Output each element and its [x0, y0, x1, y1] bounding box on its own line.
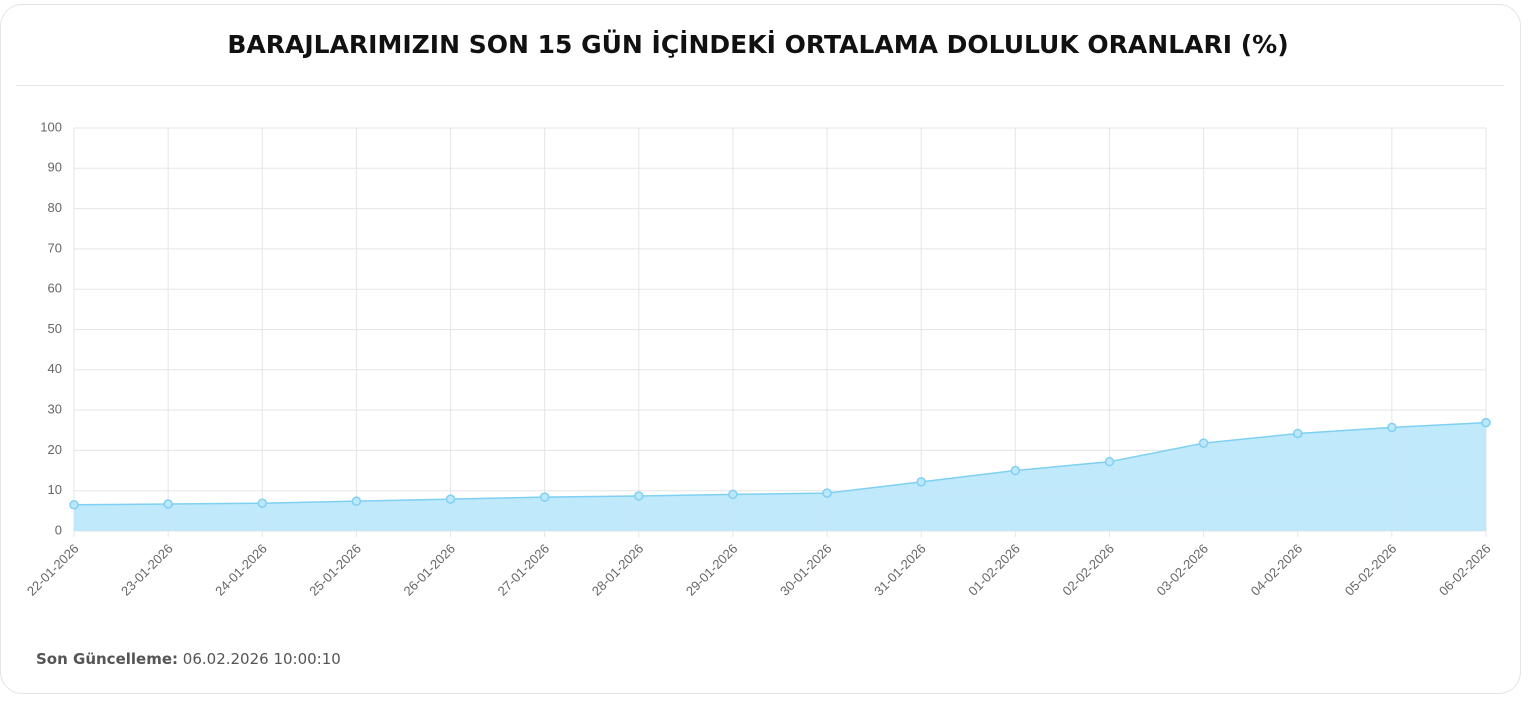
footer-value: 06.02.2026 10:00:10 [182, 650, 341, 668]
x-tick-label: 06-02-2026 [1436, 541, 1494, 599]
chart-title: BARAJLARIMIZIN SON 15 GÜN İÇİNDEKİ ORTAL… [227, 29, 1288, 59]
y-tick-label: 70 [48, 240, 62, 255]
x-tick-label: 29-01-2026 [683, 541, 741, 599]
point [634, 491, 644, 501]
x-tick-label: 24-01-2026 [212, 541, 270, 599]
point [351, 496, 362, 506]
card [0, 4, 1521, 694]
x-tick-label: 30-01-2026 [777, 541, 835, 599]
footer: Son Güncelleme: 06.02.2026 10:00:10 [36, 650, 341, 668]
x-tick-label: 03-02-2026 [1154, 541, 1212, 599]
y-tick-label: 10 [48, 482, 62, 497]
y-tick-label: 90 [48, 160, 62, 175]
x-tick-label: 26-01-2026 [400, 541, 458, 599]
y-tick-label: 40 [48, 361, 62, 376]
x-tick-label: 28-01-2026 [589, 541, 647, 599]
point [163, 499, 173, 509]
point [445, 494, 456, 504]
x-tick-label: 01-02-2026 [965, 541, 1023, 599]
y-tick-label: 20 [48, 442, 62, 457]
x-tick-label: 04-02-2026 [1248, 541, 1306, 599]
x-tick-label: 23-01-2026 [118, 541, 176, 599]
x-tick-label: 25-01-2026 [306, 541, 364, 599]
point [1010, 465, 1021, 476]
y-tick-label: 50 [48, 321, 62, 336]
y-tick-label: 0 [55, 522, 62, 537]
point [1198, 438, 1209, 448]
point [822, 488, 832, 498]
y-tick-label: 60 [48, 281, 62, 296]
point [69, 500, 79, 510]
y-tick-label: 80 [48, 200, 62, 215]
point [1387, 422, 1397, 433]
point [1104, 456, 1115, 467]
x-tick-label: 27-01-2026 [495, 541, 553, 599]
point [728, 489, 738, 500]
y-tick-label: 30 [48, 402, 62, 417]
x-tick-label: 02-02-2026 [1059, 541, 1117, 599]
point [539, 492, 550, 502]
x-tick-label: 22-01-2026 [24, 541, 82, 599]
area [74, 422, 1486, 531]
line [73, 421, 1487, 506]
point [257, 498, 268, 508]
point [1481, 417, 1491, 428]
x-tick-label: 05-02-2026 [1342, 541, 1400, 599]
footer-label: Son Güncelleme: [36, 650, 179, 668]
y-tick-label: 100 [40, 119, 62, 134]
x-tick-label: 31-01-2026 [871, 541, 929, 599]
point [1292, 428, 1303, 439]
point [916, 477, 926, 487]
